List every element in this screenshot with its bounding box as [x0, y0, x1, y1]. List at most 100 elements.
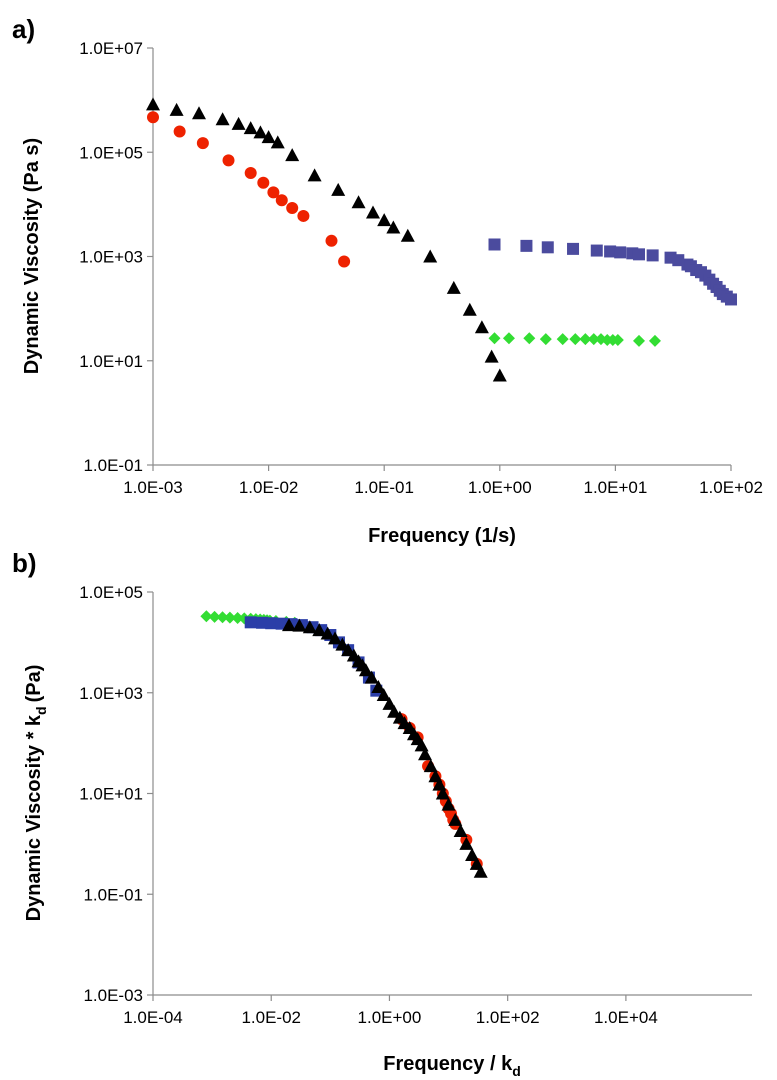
panel-b-x-ticks: 1.0E-04 1.0E-02 1.0E+00 1.0E+02 1.0E+04: [123, 995, 658, 1027]
panel-a-triangle-point: [243, 121, 258, 135]
panel-b-diamond-point: [216, 611, 229, 624]
panel-b-x-axis-title-main: Frequency / k: [383, 1053, 513, 1075]
panel-b-triangle-point: [312, 623, 327, 637]
panel-a-circle-point: [244, 166, 257, 179]
panel-a-diamond-point: [488, 332, 501, 345]
panel-a-diamond-point: [539, 333, 552, 346]
panel-a-circle-point: [173, 125, 186, 138]
panel-a-diamond-point: [523, 332, 536, 345]
panel-a-triangle-point: [484, 349, 499, 363]
panel-a-square-point: [672, 254, 685, 267]
panel-a-triangle-point: [285, 148, 300, 162]
panel-a-circle-point: [147, 111, 159, 124]
panel-a-circle-point: [222, 154, 235, 167]
panel-b-y-tick-label: 1.0E+03: [79, 684, 143, 703]
panel-a-triangle-point: [270, 135, 285, 149]
panel-b-triangle-point: [423, 759, 438, 773]
panel-a-circle-point: [325, 234, 338, 247]
panel-a-triangle-point: [462, 302, 477, 316]
panel-b-square-point: [256, 616, 269, 629]
panel-a-circle-point: [267, 186, 280, 199]
panel-a-diamond-point: [579, 333, 592, 346]
panel-b-triangle-point: [382, 696, 397, 710]
panel-b-y-tick-label: 1.0E+01: [79, 785, 143, 804]
panel-b-square-point: [265, 617, 278, 630]
panel-a-y-ticks: 1.0E-01 1.0E+01 1.0E+03 1.0E+05 1.0E+07: [79, 39, 153, 475]
panel-b-data-points: [200, 610, 488, 878]
panel-b-diamond-point: [208, 610, 221, 623]
panel-a-y-axis-title: Dynamic Viscosity (Pa s): [21, 138, 43, 374]
panel-a-square-point: [590, 244, 603, 257]
panel-a-triangle-point: [169, 102, 184, 116]
panel-b-x-tick-label: 1.0E-02: [241, 1008, 301, 1027]
panel-a-triangle-point: [192, 106, 207, 120]
panel-a-circle-point: [338, 255, 351, 268]
panel-a-y-tick-label: 1.0E+05: [79, 143, 143, 162]
panel-b-square-point: [244, 616, 257, 629]
panel-a-diamond-point: [648, 334, 661, 347]
panel-b-triangle-point: [453, 824, 468, 838]
panel-b-triangle-point: [292, 618, 307, 632]
panel-a-y-tick-label: 1.0E+07: [79, 39, 143, 58]
panel-a-square-point: [632, 248, 645, 261]
panel-b-triangle-point: [358, 663, 373, 677]
panel-b-triangle-point: [418, 747, 433, 761]
panel-a-diamond-point: [556, 333, 569, 346]
panel-b-triangle-point: [282, 618, 297, 632]
panel-a-x-tick-label: 1.0E-01: [354, 478, 414, 497]
panel-b-diamond-point: [231, 611, 244, 624]
panel-b-y-tick-label: 1.0E-03: [83, 986, 143, 1005]
panel-b: b) 1.0E-04 1.0E-02 1.0E+00 1.0E+02 1.0E+04 1…: [12, 548, 752, 1079]
panel-b-y-axis-title-subscript: d: [33, 706, 49, 715]
panel-a-square-point: [614, 246, 627, 259]
panel-a-diamond-point: [569, 333, 582, 346]
panel-a-label: a): [12, 14, 35, 44]
panel-a-square-point: [520, 239, 533, 252]
panel-a-x-tick-label: 1.0E-02: [239, 478, 299, 497]
panel-a-square-point: [488, 238, 501, 251]
panel-b-diamond-point: [223, 611, 236, 624]
panel-a-triangle-point: [423, 249, 438, 263]
panel-a-triangle-point: [253, 125, 268, 139]
panel-a-x-ticks: 1.0E-03 1.0E-02 1.0E-01 1.0E+00 1.0E+01 1.0E+…: [123, 465, 763, 497]
panel-a-triangle-point: [377, 213, 392, 227]
panel-a-triangle-point: [386, 220, 401, 234]
panel-b-triangle-point: [387, 704, 402, 718]
panel-a-circle-point: [257, 176, 270, 189]
panel-a-x-tick-label: 1.0E+01: [583, 478, 647, 497]
panel-b-triangle-point: [371, 680, 386, 694]
panel-a-y-tick-label: 1.0E+01: [79, 352, 143, 371]
panel-b-y-axis-title: Dynamic Viscosity * kd (Pa): [23, 665, 49, 922]
panel-a-square-point: [541, 241, 554, 254]
panel-a-circle-point: [286, 202, 299, 215]
panel-b-triangle-point: [376, 688, 391, 702]
panel-a-diamond-point: [611, 334, 624, 347]
panel-a-square-point: [725, 293, 737, 306]
panel-a-square-point: [567, 242, 580, 255]
panel-b-triangle-point: [364, 670, 379, 684]
panel-a-x-tick-label: 1.0E-03: [123, 478, 183, 497]
panel-a-triangle-point: [307, 168, 322, 182]
panel-a-triangle-point: [474, 320, 489, 334]
panel-a-diamond-point: [502, 332, 515, 345]
panel-b-x-axis-title: Frequency / kd: [383, 1053, 521, 1079]
panel-a-triangle-point: [261, 130, 276, 144]
panel-a-triangle-point: [215, 112, 230, 126]
panel-b-y-axis-title-main: Dynamic Viscosity * k: [23, 714, 45, 921]
panel-a-triangle-point: [400, 228, 415, 242]
panel-b-triangle-point: [302, 620, 317, 634]
panel-b-triangle-point: [328, 631, 343, 645]
panel-b-triangle-point: [320, 626, 335, 640]
panel-a-triangle-point: [231, 116, 246, 130]
panel-a-x-axis-title: Frequency (1/s): [368, 525, 516, 547]
panel-a-square-point: [646, 249, 659, 262]
panel-b-label: b): [12, 548, 37, 578]
panel-a-circle-point: [275, 194, 288, 207]
panel-b-x-tick-label: 1.0E+04: [594, 1008, 658, 1027]
panel-a-triangle-point: [365, 205, 380, 219]
panel-b-y-ticks: 1.0E-03 1.0E-01 1.0E+01 1.0E+03 1.0E+05: [79, 583, 153, 1005]
panel-b-x-axis-title-subscript: d: [512, 1063, 521, 1079]
panel-a-diamond-point: [587, 333, 600, 346]
panel-a-x-tick-label: 1.0E+02: [699, 478, 763, 497]
